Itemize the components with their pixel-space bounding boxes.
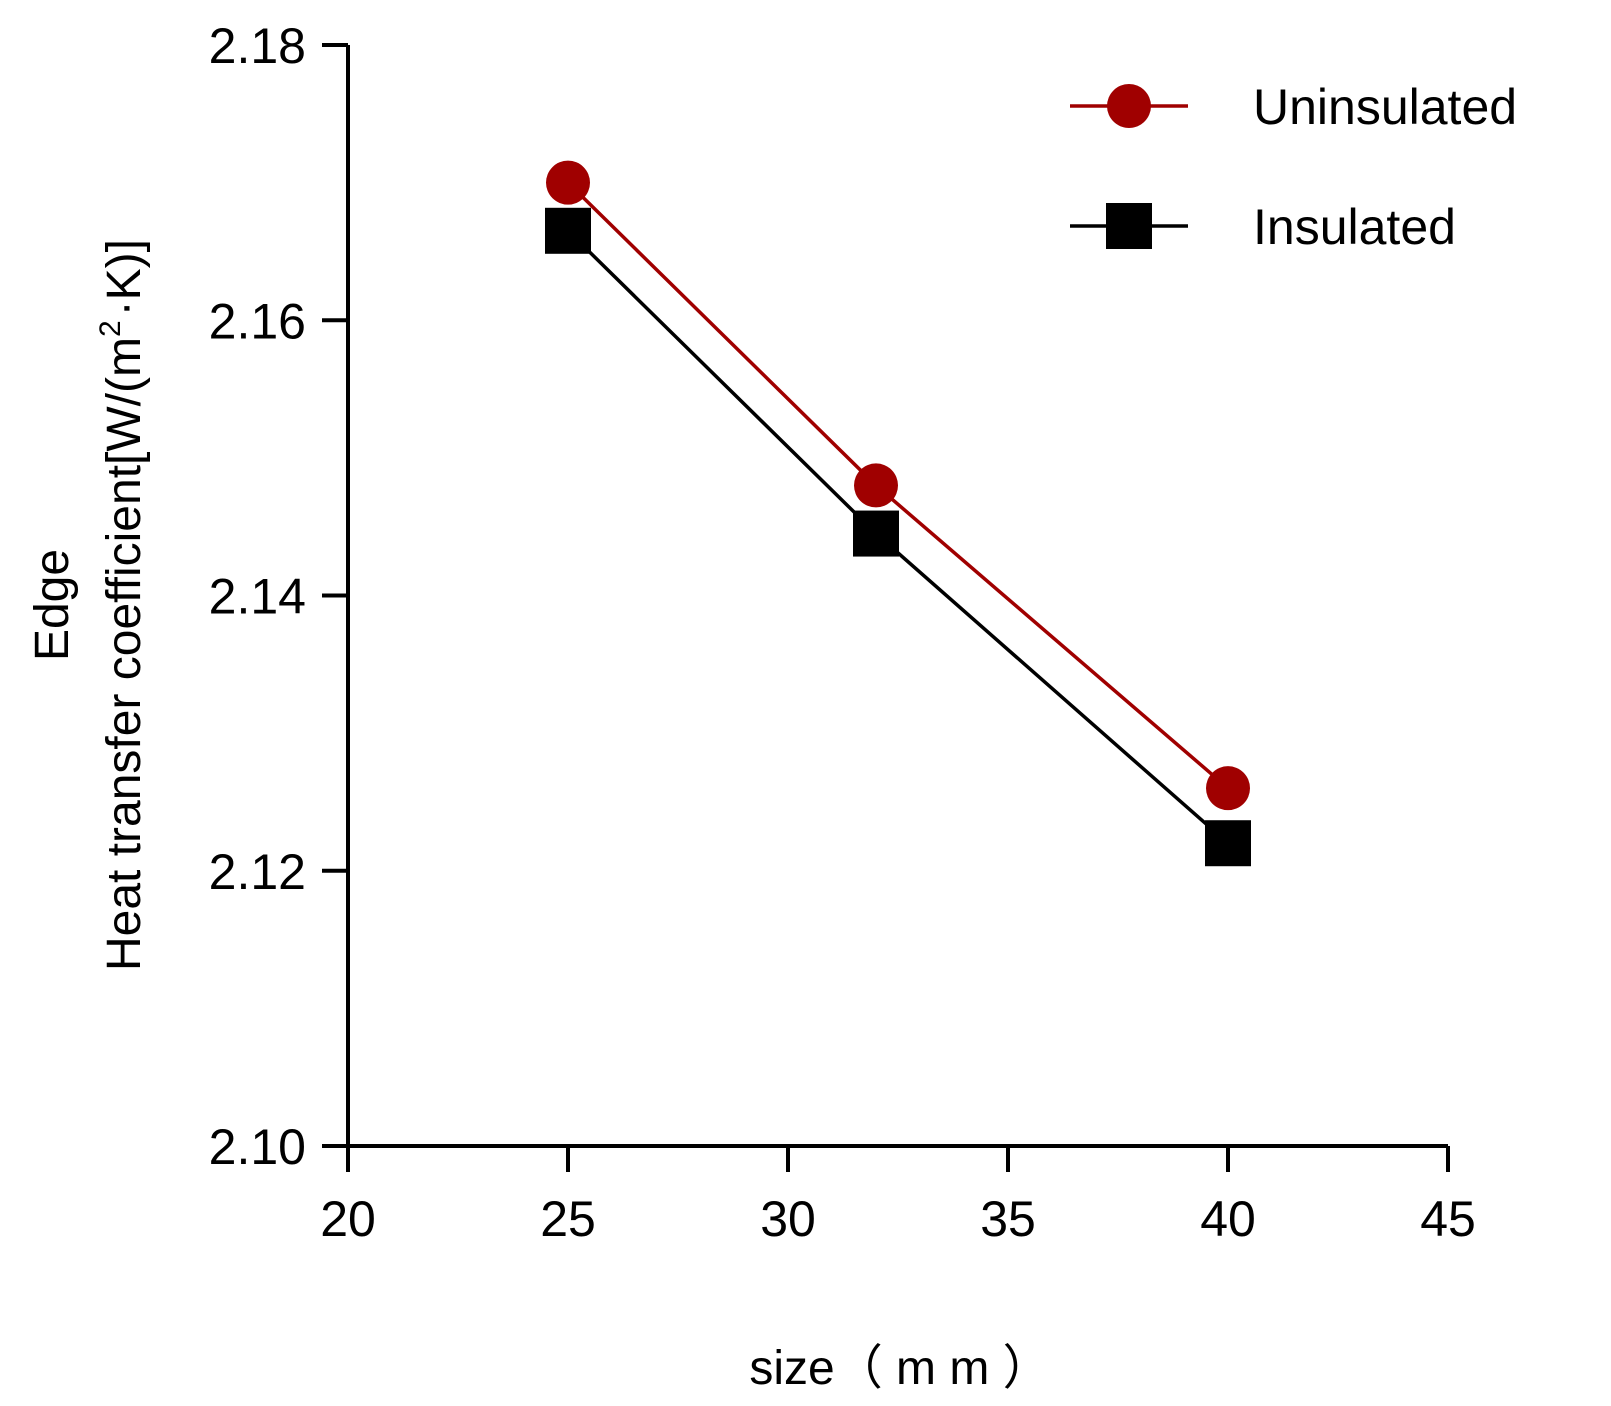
y-tick-label: 2.10 xyxy=(209,1119,306,1175)
series-layer xyxy=(545,160,1251,867)
data-point-insulated xyxy=(1205,820,1251,867)
y-tick-label: 2.12 xyxy=(209,844,306,900)
legend-label-uninsulated: Uninsulated xyxy=(1253,79,1517,135)
legend-label-insulated: Insulated xyxy=(1253,199,1456,255)
y-tick-label: 2.14 xyxy=(209,569,306,625)
data-point-uninsulated xyxy=(854,463,898,508)
data-point-uninsulated xyxy=(546,160,590,205)
y-axis-title-line1: Edge xyxy=(26,549,79,661)
y-axis-title-line2: Heat transfer coefficient[W/(m2 ·K)] xyxy=(94,239,151,971)
x-axis-title: size（ m m ） xyxy=(749,1342,1050,1395)
legend: Uninsulated Insulated xyxy=(1070,79,1517,255)
y-axis-title-superscript: 2 xyxy=(94,320,127,337)
y-axis-title-prefix: Heat transfer coefficient[W/(m xyxy=(98,337,151,971)
data-point-insulated xyxy=(853,510,899,557)
axes: 2.10 2.12 2.14 2.16 2.18 20 25 30 35 40 45 xyxy=(209,18,1476,1247)
x-tick-label: 20 xyxy=(320,1191,376,1247)
x-tick-label: 25 xyxy=(540,1191,596,1247)
x-tick-label: 35 xyxy=(980,1191,1036,1247)
data-point-uninsulated xyxy=(1206,766,1250,811)
x-tick-label: 40 xyxy=(1200,1191,1256,1247)
x-tick-label: 30 xyxy=(760,1191,816,1247)
y-tick-label: 2.18 xyxy=(209,18,306,74)
y-axis-title-suffix: ·K)] xyxy=(98,239,151,316)
y-tick-label: 2.16 xyxy=(209,293,306,349)
data-point-insulated xyxy=(545,207,591,254)
legend-marker-uninsulated xyxy=(1107,84,1151,128)
y-axis-title: Edge Heat transfer coefficient[W/(m2 ·K)] xyxy=(26,239,151,971)
legend-marker-insulated xyxy=(1106,203,1152,249)
x-tick-label: 45 xyxy=(1420,1191,1476,1247)
